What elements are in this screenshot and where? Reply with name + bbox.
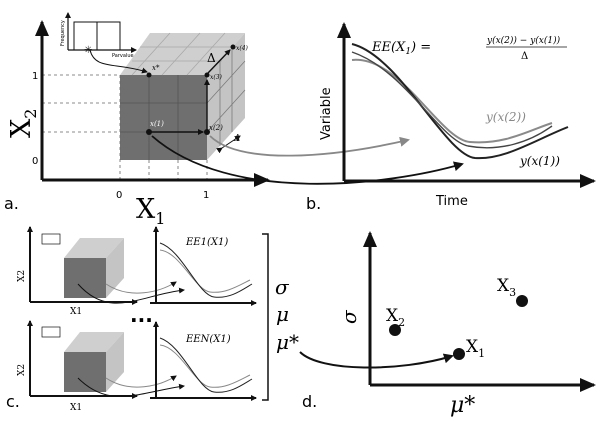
x-axis-title-d: μ* — [450, 393, 475, 418]
panel-label-c: c. — [6, 392, 20, 411]
ee-formula-numerator: y(x(2)) − y(x(1)) — [486, 35, 561, 46]
arrow-stats-to-d — [299, 351, 454, 369]
delta-label: Δ — [207, 51, 216, 65]
label-X1: X1 — [466, 337, 485, 360]
point-x3 — [204, 72, 210, 78]
label-curve-x1: y(x(1)) — [519, 154, 560, 168]
panel-label-b: b. — [306, 194, 321, 213]
y-axis-title-b: Variable — [319, 87, 334, 140]
mini-figure-bottom: EEN(X1) X1 X2 — [17, 320, 257, 413]
star-marker: ✳ — [84, 45, 92, 56]
panel-label-d: d. — [302, 392, 317, 411]
stat-mu-star: μ* — [276, 330, 299, 354]
label-X2: X2 — [386, 306, 405, 329]
x-axis-title-a: X1 — [136, 194, 165, 228]
cube-front-face — [120, 75, 207, 160]
cube-top-face — [120, 33, 245, 75]
mini-x2-label-bottom: X2 — [17, 364, 27, 376]
label-X3: X3 — [497, 276, 516, 299]
label-x3: x(3) — [210, 74, 223, 81]
inset-to-xstar-arrow — [89, 49, 148, 74]
panel-b: Variable Time EE(X1) = y(x(2)) − y(x(1))… — [306, 22, 596, 213]
arrow-x1-to-curve — [151, 135, 464, 185]
mini-x2-label-top: X2 — [17, 270, 27, 282]
guide-lines — [42, 74, 208, 180]
label-x2: x(2) — [209, 124, 223, 132]
curve-y-x2 — [351, 58, 553, 144]
curve-y-x1 — [351, 43, 569, 160]
point-X1 — [453, 348, 465, 360]
stat-sigma: σ — [275, 275, 290, 299]
y-tick-1: 1 — [32, 71, 38, 82]
panel-d: X1 X2 X3 σ μ* d. — [302, 231, 596, 418]
panel-c: EE1(X1) X1 X2 EEN(X1) X1 X2 ... σ μ μ* — [6, 226, 454, 413]
label-x4: x(4) — [236, 45, 249, 52]
inset-y-label: Frequency — [60, 20, 66, 46]
y-axis-title-d: σ — [337, 309, 361, 324]
point-x1 — [146, 129, 152, 135]
point-x4 — [230, 44, 236, 50]
y-tick-0: 0 — [32, 156, 38, 167]
mini-figure-top: EE1(X1) X1 X2 — [17, 226, 257, 317]
panel-a: Frequency Parvalue ✳ x* x(1) x(2) x(3) x… — [4, 12, 270, 228]
label-curve-x2: y(x(2)) — [485, 110, 526, 124]
cube-grid — [120, 32, 246, 160]
x-tick-0: 0 — [116, 190, 122, 201]
label-x1: x(1) — [150, 120, 164, 128]
stat-mu: μ — [276, 302, 289, 326]
x-axis-title-b: Time — [435, 194, 468, 209]
step-arrow-3 — [207, 49, 231, 74]
ellipsis: ... — [130, 303, 153, 327]
inset-histogram: Frequency Parvalue — [60, 12, 137, 59]
panel-label-a: a. — [4, 194, 19, 213]
mini-x1-label-bottom: X1 — [70, 403, 82, 413]
y-axis-title-a: X2 — [6, 109, 40, 138]
ee-formula-denominator: Δ — [521, 51, 528, 62]
mini-ee-first: EE1(X1) — [185, 237, 228, 248]
delta-label-small: Δ — [233, 134, 241, 144]
mini-x1-label-top: X1 — [70, 307, 82, 317]
point-X3 — [516, 295, 528, 307]
curve-y-x1-extra — [351, 51, 553, 149]
point-X2 — [389, 324, 401, 336]
label-x-star: x* — [152, 64, 160, 72]
point-x-star — [146, 72, 152, 78]
arrow-x2-to-curve — [209, 135, 410, 157]
stats-bracket — [262, 233, 269, 401]
mini-ee-last: EEN(X1) — [185, 334, 231, 345]
x-tick-1: 1 — [203, 190, 209, 201]
ee-formula-lhs: EE(X1) = — [371, 40, 431, 57]
point-x2 — [204, 129, 210, 135]
inset-x-label: Parvalue — [112, 53, 134, 59]
